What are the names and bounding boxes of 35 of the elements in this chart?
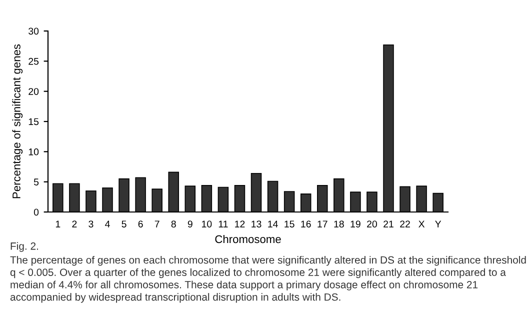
caption: Fig. 2. <box>10 242 38 252</box>
x-tick-label: 20 <box>367 220 377 228</box>
y-tick-label: 20 <box>28 88 39 95</box>
text: The percentage of genes on each chromosome that were significantly altered in DS at the significance threshold q < 0.005. Over a quarter of the genes localized to chromosome 21 were significantly altered compared to a median of 4.4% for all chromosomes. These data support a primary dosage effect on chromosome 21 accompanied by widespread transcriptional disruption in adults with DS. <box>10 256 526 303</box>
x-tick-label: 22 <box>400 220 410 228</box>
y-tick-label: 0 <box>34 208 39 216</box>
x-axis-title: Chromosome <box>215 234 281 244</box>
x-tick-label: 4 <box>105 220 110 228</box>
x-tick-label: 3 <box>88 220 94 228</box>
y-tick-label: 25 <box>28 58 39 65</box>
x-tick-label: 21 <box>384 220 394 228</box>
x-tick-label: 17 <box>318 220 328 228</box>
x-tick-label: 13 <box>252 220 262 228</box>
x-tick-label: 2 <box>72 220 77 228</box>
x-tick-label: 15 <box>284 220 294 228</box>
x-tick-label: Y <box>435 220 442 228</box>
x-tick-label: 14 <box>268 220 278 228</box>
x-tick-label: 11 <box>218 220 228 228</box>
x-tick-label: 6 <box>138 220 143 228</box>
y-axis-title: Percentage of significant genes <box>12 44 23 198</box>
y-tick-label: 5 <box>34 178 39 186</box>
y-tick-label: 15 <box>28 118 39 126</box>
x-tick-label: 7 <box>154 220 160 228</box>
x-tick-label: 18 <box>334 220 344 228</box>
x-tick-label: 5 <box>122 220 126 228</box>
y-tick-label: 10 <box>28 148 39 156</box>
x-tick-label: 9 <box>188 220 192 228</box>
x-tick-label: 10 <box>202 220 212 228</box>
x-tick-label: 8 <box>171 220 176 228</box>
y-tick-label: 30 <box>28 28 39 35</box>
x-tick-label: 16 <box>301 220 311 228</box>
x-tick-label: 12 <box>235 220 245 228</box>
x-tick-label: 1 <box>56 220 60 228</box>
x-tick-label: X <box>418 220 425 228</box>
x-tick-label: 19 <box>350 220 360 228</box>
